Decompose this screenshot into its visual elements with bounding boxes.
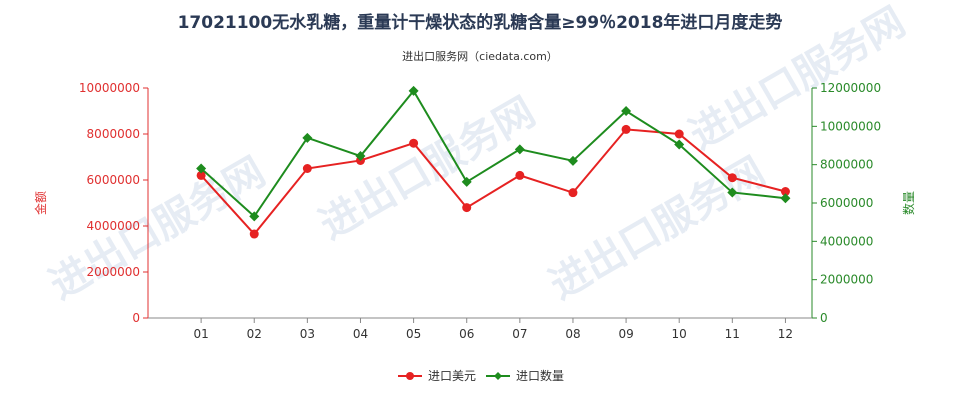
watermark-text: 进出口服务网 xyxy=(542,149,773,309)
series-1-point xyxy=(409,138,419,148)
left-y-tick-label: 2000000 xyxy=(87,265,140,279)
x-tick-label: 11 xyxy=(725,327,740,341)
right-y-tick-label: 12000000 xyxy=(820,81,881,95)
x-tick-label: 05 xyxy=(406,327,421,341)
series-2-point xyxy=(514,144,525,155)
series-2-point xyxy=(302,132,313,143)
watermark-text: 进出口服务网 xyxy=(682,0,913,159)
legend-marker-1 xyxy=(406,372,414,380)
series-1-point xyxy=(302,164,312,173)
left-y-tick-label: 4000000 xyxy=(87,219,140,233)
left-y-axis-title: 金额 xyxy=(33,191,48,215)
series-1-point xyxy=(462,203,472,213)
right-y-tick-label: 2000000 xyxy=(820,273,873,287)
series-2-point xyxy=(621,106,632,116)
right-y-axis-title: 数量 xyxy=(901,191,916,215)
series-2-point xyxy=(196,163,207,174)
x-tick-label: 10 xyxy=(672,327,687,341)
series-1-point xyxy=(196,170,206,180)
legend-label-1: 进口美元 xyxy=(428,369,476,383)
left-y-tick-label: 8000000 xyxy=(87,127,140,141)
series-line-1 xyxy=(200,128,786,236)
x-tick-label: 02 xyxy=(247,327,262,341)
series-2-point xyxy=(408,85,419,96)
series-1-point xyxy=(674,129,684,139)
watermark-text: 进出口服务网 xyxy=(42,149,273,309)
series-2-point xyxy=(674,139,685,150)
x-tick-label: 12 xyxy=(778,327,793,341)
right-y-tick-label: 0 xyxy=(820,311,828,325)
series-1-point xyxy=(727,173,737,183)
series-2-point xyxy=(727,187,738,198)
right-y-tick-label: 6000000 xyxy=(820,196,873,210)
x-tick-label: 09 xyxy=(618,327,633,341)
series-2-point xyxy=(461,176,472,187)
x-tick-label: 06 xyxy=(459,327,474,341)
legend-label-2: 进口数量 xyxy=(516,368,564,383)
x-tick-label: 07 xyxy=(512,327,527,341)
series-2-point xyxy=(780,193,791,204)
series-1-point xyxy=(249,229,259,239)
right-y-tick-label: 10000000 xyxy=(820,119,881,133)
right-y-tick-label: 8000000 xyxy=(820,158,873,172)
left-y-tick-label: 6000000 xyxy=(87,173,140,187)
series-2-point xyxy=(355,151,366,162)
left-y-tick-label: 10000000 xyxy=(79,81,140,95)
x-tick-label: 08 xyxy=(565,327,580,341)
series-1-point xyxy=(780,187,790,196)
legend-marker-2 xyxy=(494,372,502,380)
right-y-tick-label: 4000000 xyxy=(820,234,873,248)
left-y-tick-label: 0 xyxy=(132,311,140,325)
x-tick-label: 04 xyxy=(353,327,368,341)
series-2-point xyxy=(567,155,578,166)
series-line-2 xyxy=(200,89,786,218)
series-1-point xyxy=(621,124,631,134)
x-tick-label: 01 xyxy=(193,327,208,341)
chart-title: 17021100无水乳糖，重量计干燥状态的乳糖含量≥99％2018年进口月度走势 xyxy=(177,13,783,33)
series-1-point xyxy=(515,170,525,180)
x-tick-label: 03 xyxy=(300,327,315,341)
chart-subtitle: 进出口服务网（ciedata.com） xyxy=(402,50,558,63)
series-1-point xyxy=(568,188,578,198)
series-2-point xyxy=(249,211,260,222)
